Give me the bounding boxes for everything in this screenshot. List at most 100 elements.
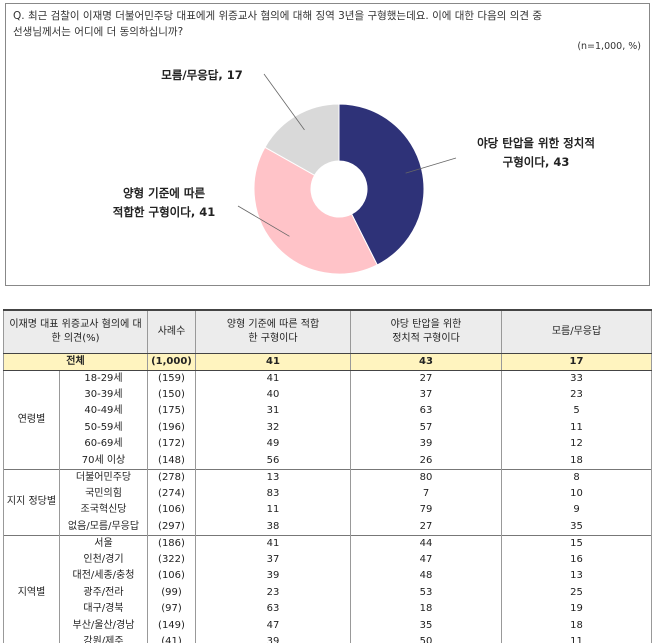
donut-slice xyxy=(338,103,425,266)
leader-line xyxy=(405,157,457,174)
row-col1: 41 xyxy=(195,369,351,387)
row-sample: (172) xyxy=(147,436,196,453)
row-col1: 40 xyxy=(195,386,351,403)
row-label: 30-39세 xyxy=(59,386,148,403)
chart-panel: Q. 최근 검찰이 이재명 더불어민주당 대표에게 위증교사 혐의에 대해 징역… xyxy=(5,3,650,286)
slice-label: 구형이다, 43 xyxy=(503,155,570,169)
row-col3: 35 xyxy=(501,518,652,535)
row-col2: 63 xyxy=(350,403,502,420)
row-col2: 53 xyxy=(350,584,502,601)
row-label: 60-69세 xyxy=(59,436,148,453)
table-row: 연령별 18-29세 (159) 41 27 33 xyxy=(3,369,652,469)
row-label: 부산/울산/경남 xyxy=(59,617,148,634)
row-col2: 57 xyxy=(350,419,502,436)
row-label: 국민의힘 xyxy=(59,485,148,502)
row-sample: (175) xyxy=(147,403,196,420)
header-col1: 양형 기준에 따른 적합한 구형이다 xyxy=(195,309,351,354)
question-line-1: Q. 최근 검찰이 이재명 더불어민주당 대표에게 위증교사 혐의에 대해 징역… xyxy=(13,10,543,22)
table-row: 50-59세 (196) 32 57 11 xyxy=(4,419,652,436)
row-label: 더불어민주당 xyxy=(59,468,148,486)
row-col1: 63 xyxy=(195,601,351,618)
row-sample: (322) xyxy=(147,551,196,568)
row-col3: 11 xyxy=(501,419,652,436)
row-col3: 11 xyxy=(501,634,652,643)
header-group: 이재명 대표 위증교사 혐의에 대한 의견(%) xyxy=(3,309,148,354)
row-col3: 15 xyxy=(501,534,652,552)
table-row: 60-69세 (172) 49 39 12 xyxy=(4,436,652,453)
row-col1: 32 xyxy=(195,419,351,436)
table-row: 국민의힘 (274) 83 7 10 xyxy=(4,485,652,502)
row-col1: 56 xyxy=(195,452,351,469)
row-sample: (186) xyxy=(147,534,196,552)
row-col3: 18 xyxy=(501,617,652,634)
row-col3: 5 xyxy=(501,403,652,420)
table-header-row: 이재명 대표 위증교사 혐의에 대한 의견(%) 사례수 양형 기준에 따른 적… xyxy=(3,309,652,354)
row-col3: 33 xyxy=(501,369,652,387)
total-col2: 43 xyxy=(350,353,502,371)
row-col2: 39 xyxy=(350,436,502,453)
row-sample: (159) xyxy=(147,369,196,387)
row-col2: 26 xyxy=(350,452,502,469)
row-col3: 12 xyxy=(501,436,652,453)
slice-label: 야당 탄압을 위한 정치적 xyxy=(477,136,595,150)
row-label: 인천/경기 xyxy=(59,551,148,568)
table-row: 대전/세종/충청 (106) 39 48 13 xyxy=(4,568,652,585)
total-sample: (1,000) xyxy=(147,353,196,371)
row-col3: 19 xyxy=(501,601,652,618)
row-col2: 50 xyxy=(350,634,502,643)
row-col2: 79 xyxy=(350,502,502,519)
row-col1: 13 xyxy=(195,468,351,486)
table-row: 40-49세 (175) 31 63 5 xyxy=(4,403,652,420)
table-row: 지역별 서울 (186) 41 44 15 xyxy=(3,534,652,643)
question-line-2: 선생님께서는 어디에 더 동의하십니까? xyxy=(13,26,184,38)
row-col2: 7 xyxy=(350,485,502,502)
row-sample: (106) xyxy=(147,568,196,585)
row-label: 대구/경북 xyxy=(59,601,148,618)
header-col3: 모름/무응답 xyxy=(501,309,652,354)
row-col1: 11 xyxy=(195,502,351,519)
row-label: 조국혁신당 xyxy=(59,502,148,519)
sample-note: (n=1,000, %) xyxy=(577,41,641,52)
row-col1: 41 xyxy=(195,534,351,552)
row-sample: (297) xyxy=(147,518,196,535)
header-sample: 사례수 xyxy=(147,309,196,354)
row-col1: 83 xyxy=(195,485,351,502)
row-label: 없음/모름/무응답 xyxy=(59,518,148,535)
row-col1: 39 xyxy=(195,634,351,643)
row-col3: 9 xyxy=(501,502,652,519)
group-label: 지지 정당별 xyxy=(3,468,60,535)
total-col1: 41 xyxy=(195,353,351,371)
row-col2: 48 xyxy=(350,568,502,585)
row-label: 서울 xyxy=(59,534,148,552)
table-row-total: 전체 (1,000) 41 43 17 xyxy=(3,353,652,371)
row-col3: 25 xyxy=(501,584,652,601)
total-label: 전체 xyxy=(3,353,148,371)
question-text: Q. 최근 검찰이 이재명 더불어민주당 대표에게 위증교사 혐의에 대해 징역… xyxy=(13,8,643,40)
donut-slice xyxy=(264,103,340,176)
row-sample: (148) xyxy=(147,452,196,469)
table-row: 인천/경기 (322) 37 47 16 xyxy=(4,551,652,568)
row-col1: 31 xyxy=(195,403,351,420)
row-label: 40-49세 xyxy=(59,403,148,420)
table-row: 부산/울산/경남 (149) 47 35 18 xyxy=(4,617,652,634)
row-col3: 18 xyxy=(501,452,652,469)
leader-line xyxy=(237,205,290,237)
row-sample: (106) xyxy=(147,502,196,519)
row-col1: 23 xyxy=(195,584,351,601)
row-col2: 80 xyxy=(350,468,502,486)
table-row: 70세 이상 (148) 56 26 18 xyxy=(4,452,652,469)
row-sample: (274) xyxy=(147,485,196,502)
row-col3: 23 xyxy=(501,386,652,403)
total-col3: 17 xyxy=(501,353,652,371)
group-label: 연령별 xyxy=(3,369,60,469)
row-col1: 38 xyxy=(195,518,351,535)
row-sample: (196) xyxy=(147,419,196,436)
slice-label: 양형 기준에 따른 xyxy=(123,186,205,200)
row-col1: 47 xyxy=(195,617,351,634)
table-row: 광주/전라 (99) 23 53 25 xyxy=(4,584,652,601)
crosstab-table: 이재명 대표 위증교사 혐의에 대한 의견(%) 사례수 양형 기준에 따른 적… xyxy=(3,309,652,643)
row-col1: 39 xyxy=(195,568,351,585)
donut-slice xyxy=(253,146,378,275)
row-col2: 47 xyxy=(350,551,502,568)
